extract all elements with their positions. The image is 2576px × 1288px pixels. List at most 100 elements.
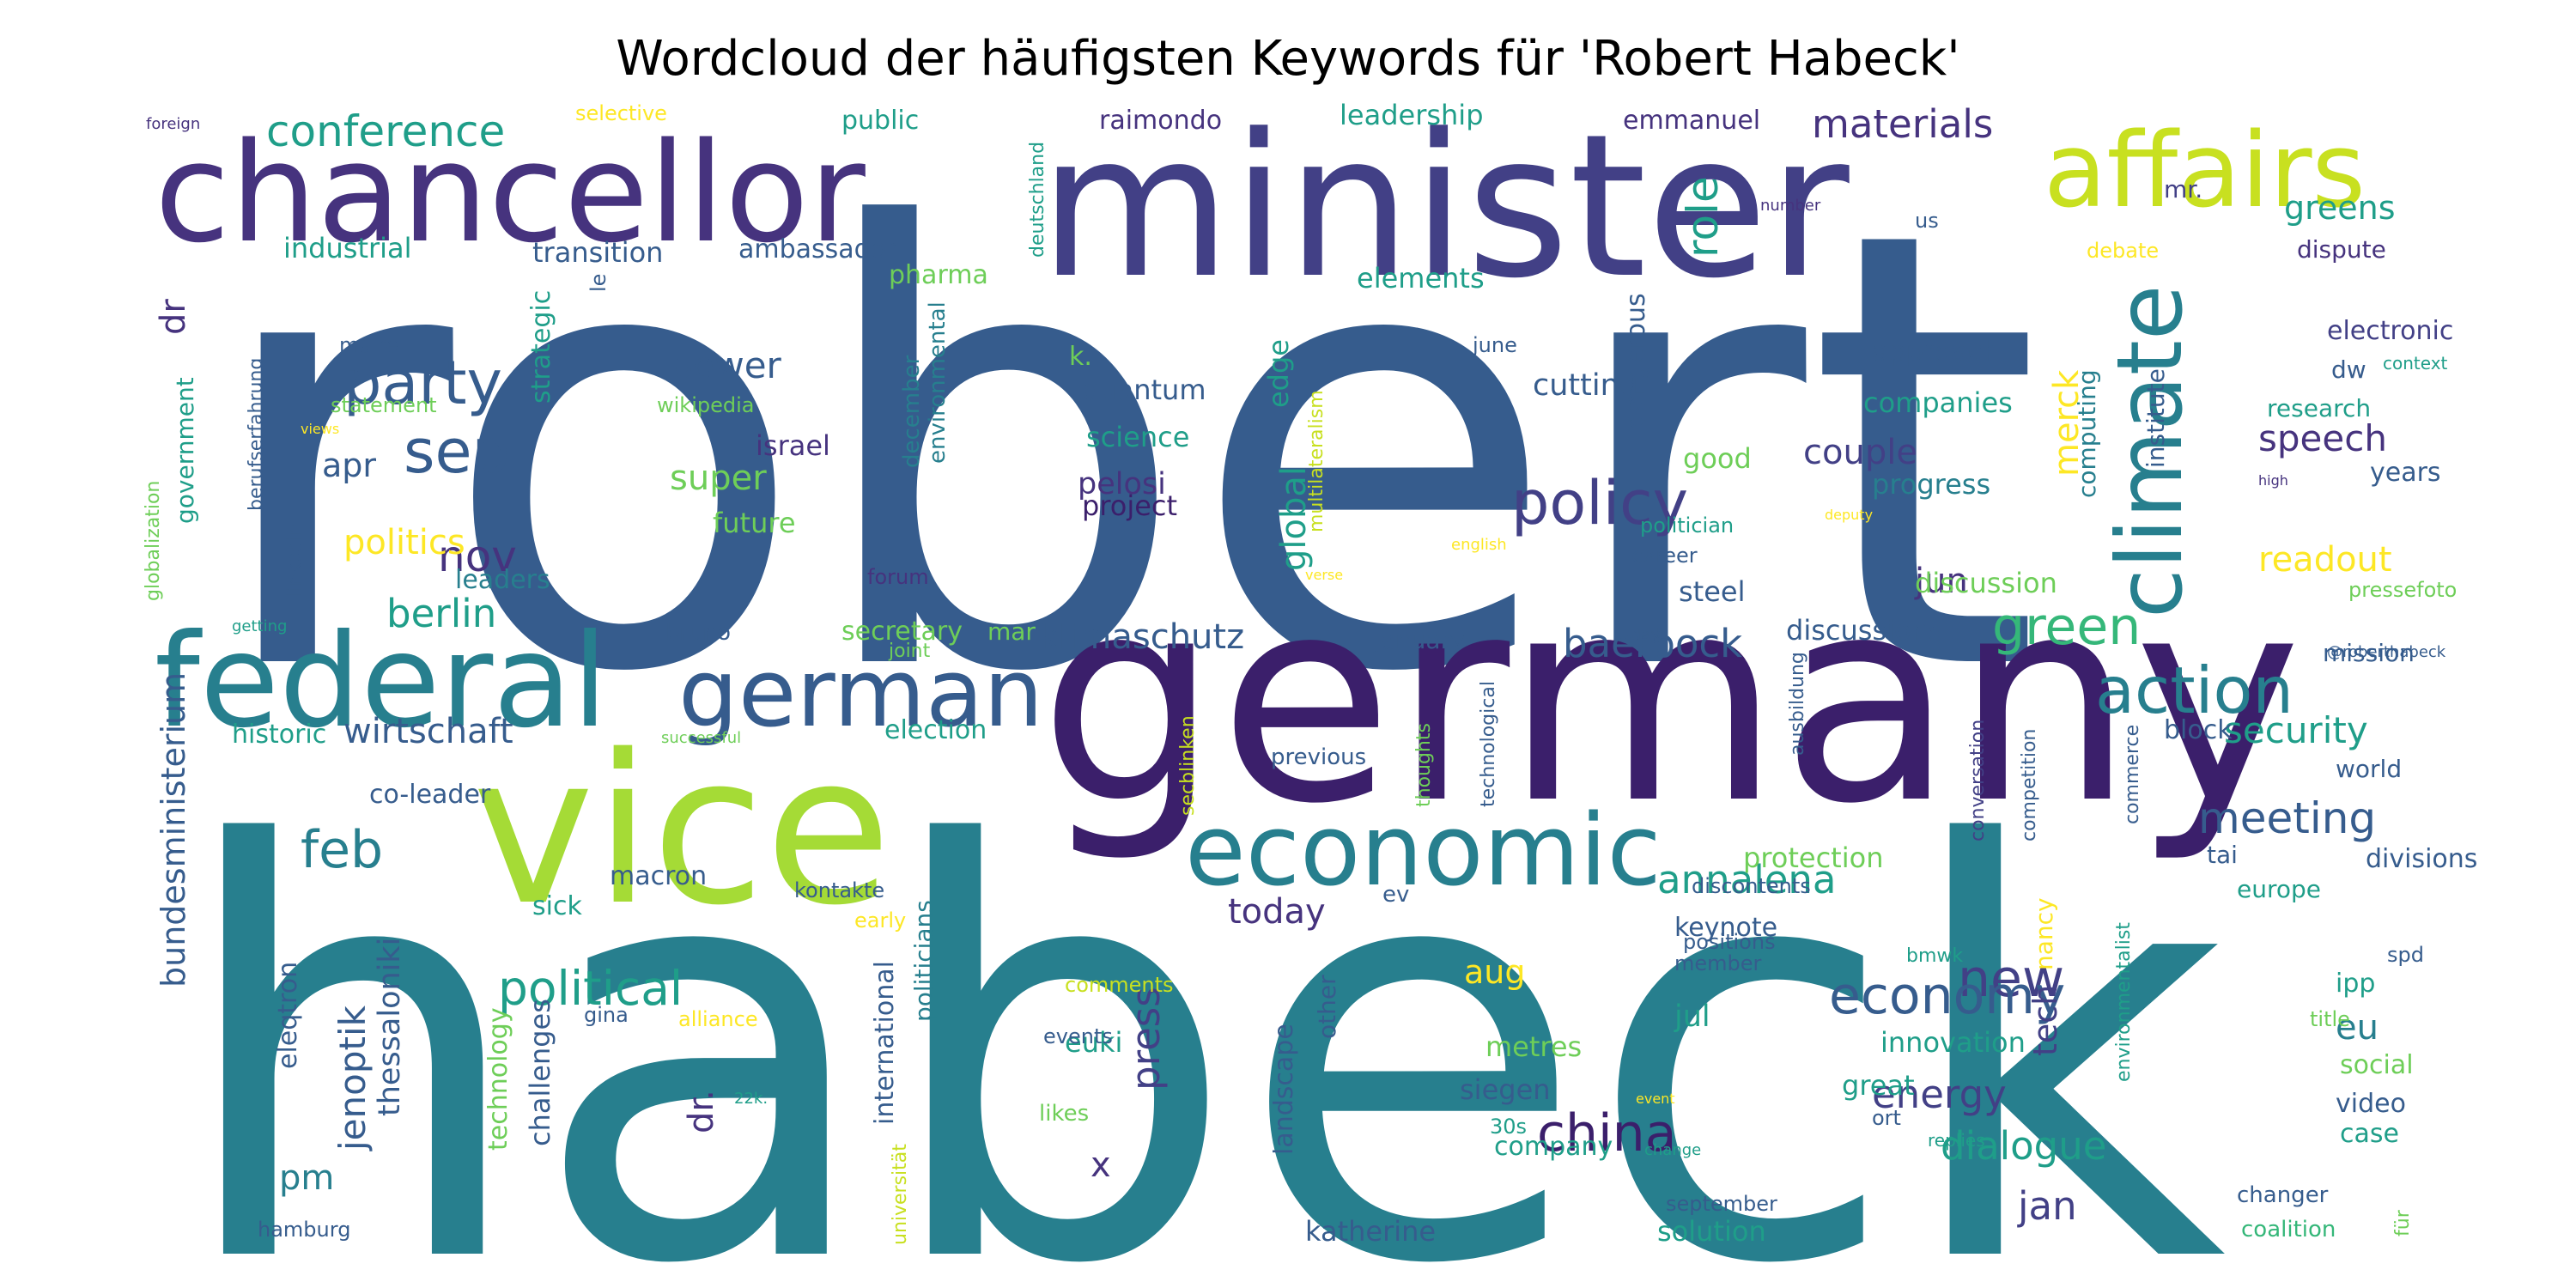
word-198: days	[1631, 626, 1668, 644]
word-10: climate	[2098, 285, 2202, 618]
word-102: solution	[1657, 1215, 1766, 1248]
word-107: strategic	[526, 290, 556, 404]
word-188: selective	[575, 101, 667, 125]
word-162: event	[1636, 1091, 1675, 1107]
word-19: green	[1992, 597, 2141, 657]
word-75: discussions	[1786, 614, 1943, 647]
word-58: jul	[1674, 999, 1710, 1034]
word-133: january	[1373, 626, 1465, 654]
word-47: jun	[1914, 562, 1968, 601]
word-182: june	[1472, 333, 1517, 357]
word-50: bundesministerium	[155, 672, 192, 987]
word-51: thessaloniki	[373, 938, 407, 1116]
word-165: thoughts	[1413, 723, 1435, 807]
word-169: joint	[888, 641, 931, 662]
word-4: chancellor	[155, 112, 866, 273]
word-121: world	[2336, 755, 2402, 783]
word-125: nancy	[2030, 897, 2058, 970]
word-194: politician	[1640, 513, 1734, 538]
word-177: statement	[331, 393, 437, 417]
word-114: research	[2267, 394, 2371, 422]
word-109: environmental	[925, 301, 951, 464]
word-26: nov	[438, 532, 517, 581]
word-69: edge	[1262, 339, 1295, 408]
word-78: science	[1086, 421, 1189, 453]
word-36: jenoptik	[331, 1005, 374, 1151]
word-172: successful	[661, 729, 741, 747]
word-49: dr.	[682, 1090, 721, 1133]
word-25: dialogue	[1941, 1123, 2106, 1169]
word-60: raimondo	[1099, 106, 1222, 136]
word-61: emmanuel	[1623, 106, 1760, 136]
word-184: deutschland	[1027, 142, 1048, 258]
word-139: discontents	[1692, 874, 1811, 898]
word-164: previous	[1271, 744, 1366, 770]
word-151: für	[2392, 1209, 2414, 1236]
word-170: forum	[867, 565, 929, 589]
word-84: secretary	[841, 617, 963, 647]
word-110: december	[899, 355, 925, 468]
word-98: great	[1842, 1069, 1915, 1102]
word-55: x	[1091, 1145, 1111, 1185]
word-154: likes	[1039, 1101, 1089, 1127]
word-76: steel	[1679, 575, 1745, 608]
word-65: ambassador	[738, 234, 897, 264]
word-167: secblinken	[1177, 715, 1199, 816]
word-152: comments	[1065, 973, 1174, 997]
word-64: transition	[532, 236, 663, 269]
word-53: pm	[279, 1158, 334, 1198]
word-190: context	[2383, 353, 2448, 374]
word-90: challenges	[524, 999, 556, 1146]
word-140: positions	[1683, 930, 1776, 954]
word-62: public	[841, 106, 919, 136]
word-32: berlin	[386, 591, 496, 636]
word-67: elements	[1357, 262, 1485, 295]
word-192: deputy	[1825, 507, 1873, 523]
word-120: block	[2164, 715, 2233, 745]
word-2: minister	[1039, 93, 1850, 322]
word-113: institute	[2142, 368, 2170, 468]
word-16: new	[1958, 949, 2064, 1009]
word-156: alliance	[678, 1007, 758, 1031]
word-183: multilateralism	[1306, 390, 1327, 532]
word-20: meeting	[2198, 793, 2376, 843]
word-89: sick	[532, 891, 582, 921]
word-40: merck	[2047, 369, 2087, 477]
word-178: views	[301, 421, 339, 437]
word-41: global	[1274, 466, 1314, 571]
word-101: katherine	[1305, 1215, 1436, 1248]
word-112: computing	[2073, 369, 2101, 498]
word-72: good	[1683, 442, 1752, 475]
word-81: israel	[756, 429, 830, 462]
word-99: siegen	[1460, 1073, 1551, 1106]
word-104: other	[1313, 975, 1341, 1039]
word-149: spd	[2387, 943, 2424, 967]
word-14: party	[343, 348, 502, 418]
word-48: dr	[154, 299, 193, 335]
word-11: policy	[1511, 468, 1688, 538]
word-91: technology	[483, 1007, 513, 1151]
word-37: couple	[1803, 433, 1917, 472]
word-88: macron	[610, 861, 707, 891]
word-105: international	[870, 961, 900, 1125]
word-136: ev	[1382, 882, 1409, 908]
word-44: today	[1228, 892, 1326, 932]
word-39: press	[1123, 987, 1169, 1091]
word-87: co-leader	[369, 780, 491, 810]
word-33: politics	[343, 523, 465, 562]
word-187: debate	[2087, 239, 2159, 263]
word-161: 22k.	[734, 1090, 768, 1108]
word-196: english	[1451, 536, 1507, 554]
word-8: economic	[1185, 793, 1662, 908]
word-28: materials	[1812, 101, 1993, 147]
word-106: politicians	[909, 900, 938, 1022]
word-96: keynote	[1674, 913, 1777, 943]
word-43: power	[670, 344, 782, 386]
word-176: globalization	[143, 481, 164, 601]
word-42: super	[670, 459, 767, 498]
word-159: universität	[890, 1144, 911, 1245]
word-68: cutting	[1533, 368, 1638, 403]
word-57: aug	[1464, 953, 1526, 991]
word-46: jan	[2017, 1183, 2077, 1229]
